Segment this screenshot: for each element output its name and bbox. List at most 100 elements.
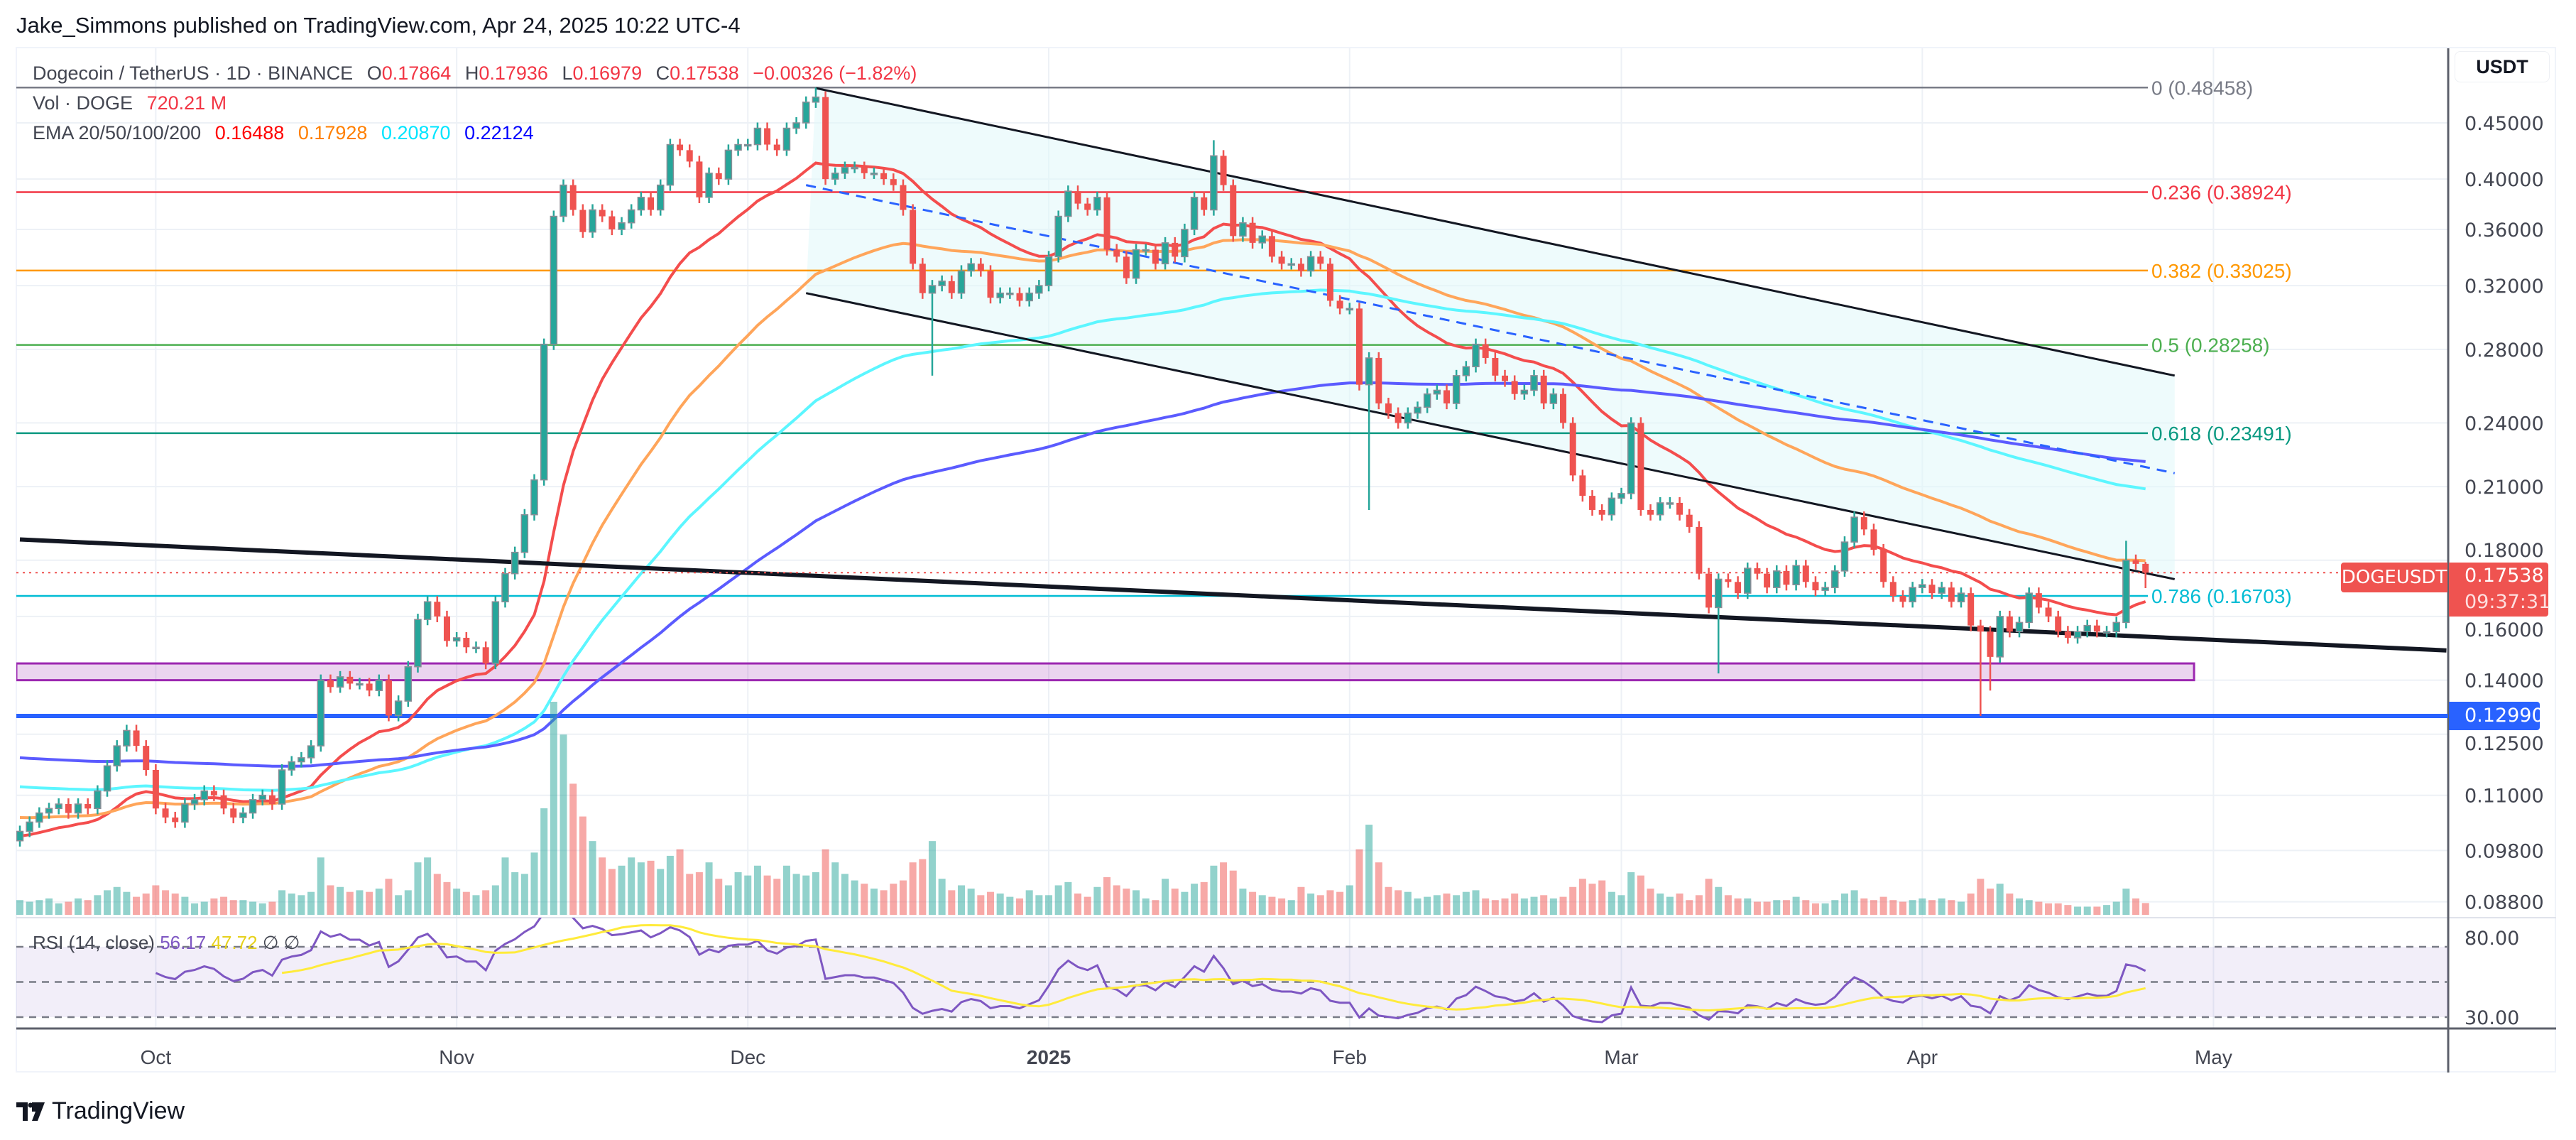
candle [2064,631,2071,638]
volume-bar [550,702,557,915]
volume-bar [84,900,92,915]
volume-bar [511,872,519,915]
candle [1676,502,1683,515]
volume-bar [957,885,965,915]
volume-bar [1346,885,1353,915]
rsi-label[interactable]: RSI (14, close) [33,932,155,953]
candle [2102,631,2111,634]
volume-bar [1676,894,1683,915]
volume-bar [996,894,1004,915]
volume-bar [1909,900,1916,915]
volume-bar [1142,898,1150,915]
candle [288,761,296,771]
volume-bar [841,874,848,915]
volume-bar [520,874,528,915]
volume-bar [1686,900,1693,915]
volume-bar [744,875,752,915]
volume-bar [443,881,451,915]
candle [1802,565,1809,582]
candle [996,292,1004,298]
volume-bar [472,895,480,915]
candle [1132,249,1140,279]
candle [1210,155,1218,211]
close-label: C [655,63,670,84]
volume-bar [1171,889,1179,915]
volume-bar [851,880,858,915]
candle [1201,197,1208,210]
volume-bar [589,841,596,915]
candle [404,666,413,702]
volume-bar [1977,879,1985,915]
candle [143,746,150,771]
volume-bar [1734,898,1742,915]
volume-bar [1025,890,1033,915]
candle [851,166,858,170]
volume-bar [346,891,354,915]
symbol-title[interactable]: Dogecoin / TetherUS · 1D · BINANCE [33,63,354,84]
candle [1035,285,1043,294]
volume-bar [229,900,237,915]
candle [1113,249,1120,257]
volume-bar [1879,896,1887,915]
candle [550,215,558,345]
candle [1142,249,1150,252]
candle [569,185,577,210]
candle [589,209,596,233]
candle [1268,236,1275,257]
candle [463,637,470,648]
volume-bar [1287,900,1295,915]
rsi-axis-label: 30.00 [2465,1007,2519,1029]
candle [375,679,383,691]
price-axis-label: 0.21000 [2465,477,2544,499]
volume-bar [307,891,315,915]
volume-bar [2054,903,2062,915]
volume-bar [2093,906,2101,915]
volume-bar [1821,903,1829,915]
volume-bar [560,734,567,915]
candle [210,791,217,796]
volume-bar [1433,895,1441,915]
candle [1987,631,1994,657]
candle [987,271,994,298]
volume-bar [239,900,247,915]
candle [637,197,645,211]
volume-bar [967,889,975,915]
candle [152,770,159,809]
candle [599,210,606,217]
fib-label-0.236: 0.236 (0.38924) [2151,181,2292,203]
high-value: 0.17936 [479,63,548,84]
volume-bar [1938,898,1945,915]
volume-bar [1928,900,1936,915]
volume-bar [2025,900,2033,915]
volume-bar [2035,901,2043,915]
volume-bar [715,879,723,915]
open-value: 0.17864 [381,63,452,84]
candle [1326,264,1333,301]
volume-bar [75,898,82,915]
volume-bar [1831,900,1839,915]
volume-bar [599,857,606,915]
volume-bar [530,852,538,915]
candle [1948,587,1955,602]
price-pane [16,87,2448,915]
volume-bar [171,894,179,915]
price-axis-label: 0.11000 [2465,786,2544,808]
candle [1977,625,1984,632]
volume-bar [2064,905,2072,915]
volume-bar [1705,879,1713,915]
ema-label[interactable]: EMA 20/50/100/200 [33,122,202,143]
candle [1637,423,1644,510]
candle [861,167,868,173]
volume-bar [1045,895,1053,915]
support-zone [16,662,2195,682]
candle [1608,497,1616,516]
volume-bar [1191,884,1199,915]
candle [686,150,693,162]
time-axis-label: Oct [141,1046,172,1068]
volume-label[interactable]: Vol · DOGE [33,92,133,114]
ema-20-line [19,161,2146,838]
tradingview-logo[interactable]: TradingView [16,1097,185,1125]
candle [249,799,257,814]
currency-button[interactable]: USDT [2455,51,2550,82]
